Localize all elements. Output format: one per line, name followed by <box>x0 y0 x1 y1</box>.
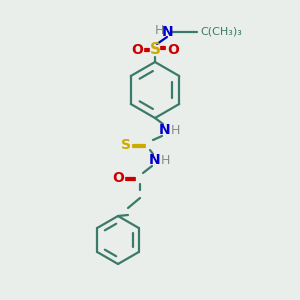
Text: N: N <box>159 123 171 137</box>
Text: H: H <box>170 124 180 137</box>
Text: S: S <box>121 138 131 152</box>
Text: C(CH₃)₃: C(CH₃)₃ <box>200 27 242 37</box>
Text: O: O <box>167 43 179 57</box>
Text: O: O <box>112 171 124 185</box>
Text: H: H <box>160 154 170 167</box>
Text: O: O <box>131 43 143 57</box>
Text: S: S <box>149 43 161 58</box>
Text: N: N <box>149 153 161 167</box>
Text: H: H <box>154 23 164 37</box>
Text: N: N <box>162 25 174 39</box>
